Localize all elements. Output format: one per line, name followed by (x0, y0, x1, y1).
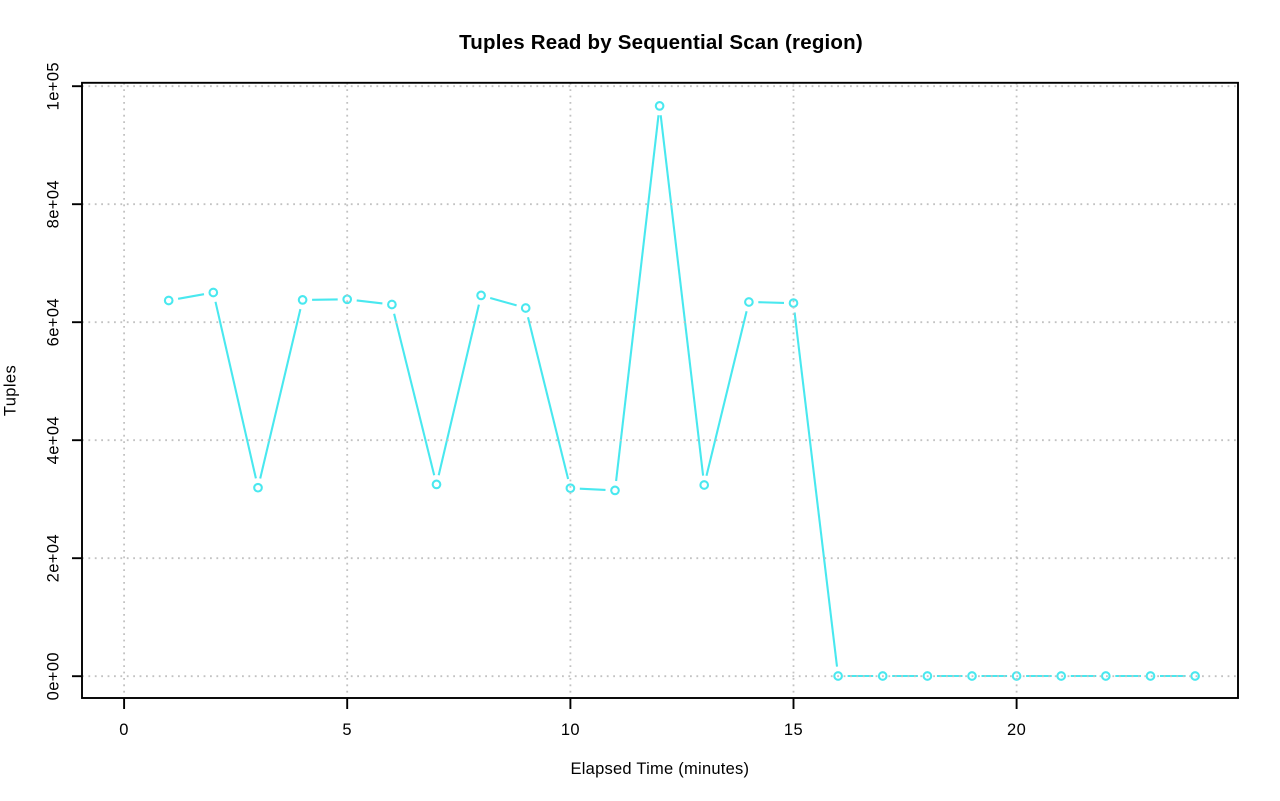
svg-text:2e+04: 2e+04 (45, 534, 63, 582)
svg-text:Tuples: Tuples (2, 365, 20, 416)
svg-text:Elapsed Time (minutes): Elapsed Time (minutes) (570, 760, 749, 778)
svg-text:6e+04: 6e+04 (45, 298, 63, 346)
svg-text:Tuples Read by Sequential Scan: Tuples Read by Sequential Scan (region) (459, 31, 863, 54)
svg-text:0: 0 (119, 721, 129, 739)
svg-text:15: 15 (784, 721, 803, 739)
svg-text:0e+00: 0e+00 (45, 652, 63, 700)
svg-text:8e+04: 8e+04 (45, 180, 63, 228)
svg-text:20: 20 (1007, 721, 1026, 739)
svg-text:1e+05: 1e+05 (45, 62, 63, 110)
svg-text:10: 10 (561, 721, 580, 739)
svg-text:5: 5 (342, 721, 352, 739)
svg-text:4e+04: 4e+04 (45, 416, 63, 464)
